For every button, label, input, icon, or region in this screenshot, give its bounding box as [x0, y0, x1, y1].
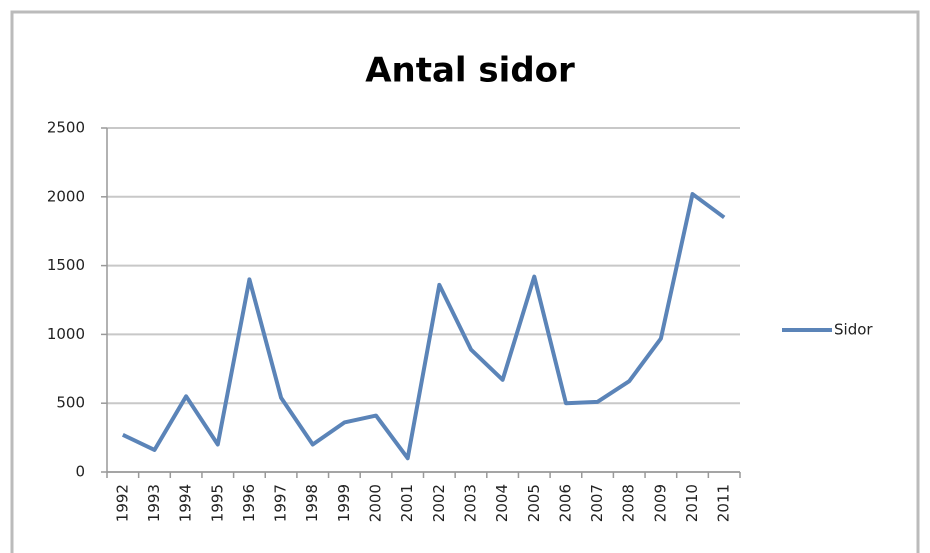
y-tick-label: 500 [56, 394, 85, 412]
y-tick-label: 1500 [47, 256, 85, 274]
x-tick-label: 1999 [335, 484, 353, 522]
x-tick-label: 2004 [493, 484, 511, 522]
y-tick-label: 0 [75, 463, 85, 481]
x-tick-label: 2001 [398, 484, 416, 522]
x-tick-label: 2011 [715, 484, 733, 522]
x-tick-label: 2002 [430, 484, 448, 522]
x-tick-label: 2007 [588, 484, 606, 522]
x-tick-label: 1997 [272, 484, 290, 522]
y-tick-label: 2500 [47, 119, 85, 137]
y-tick-label: 1000 [47, 325, 85, 343]
chart-title: Antal sidor [365, 51, 575, 91]
x-tick-label: 1992 [113, 484, 131, 522]
x-tick-label: 1994 [177, 484, 195, 522]
x-tick-label: 2006 [556, 484, 574, 522]
y-tick-label: 2000 [47, 187, 85, 205]
x-tick-label: 2003 [461, 484, 479, 522]
data-line [121, 192, 726, 461]
legend-label: Sidor [834, 321, 873, 339]
x-tick-label: 2008 [620, 484, 638, 522]
x-tick-label: 2000 [367, 484, 385, 522]
x-tick-label: 1996 [240, 484, 258, 522]
x-tick-label: 2005 [525, 484, 543, 522]
x-tick-label: 1993 [145, 484, 163, 522]
x-tick-label: 1998 [303, 484, 321, 522]
x-tick-label: 1995 [208, 484, 226, 522]
x-tick-label: 2009 [651, 484, 669, 522]
chart-frame [10, 10, 920, 553]
x-tick-label: 2010 [683, 484, 701, 522]
